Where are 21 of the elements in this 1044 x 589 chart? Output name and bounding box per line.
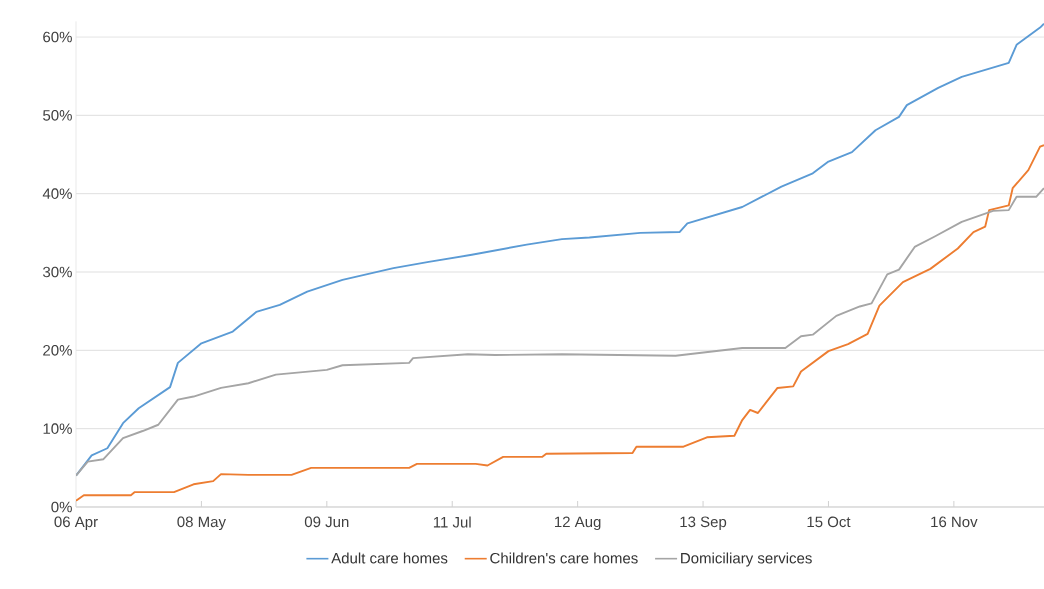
y-tick-label: 40% <box>42 188 72 199</box>
x-tick-label: 12 Aug <box>555 516 601 531</box>
x-tick-label: 08 May <box>177 516 226 531</box>
legend-label: Children's care homes <box>490 552 638 564</box>
x-tick-label: 16 Nov <box>931 516 978 528</box>
y-tick-label: 0% <box>51 501 72 513</box>
y-tick-label: 10% <box>43 423 72 434</box>
legend-label: Domiciliary services <box>681 552 812 567</box>
y-tick-label: 50% <box>43 110 72 121</box>
x-tick-label: 09 Jun <box>304 516 349 528</box>
y-tick-label: 20% <box>43 345 72 356</box>
line-series <box>76 187 1044 477</box>
x-tick-label: 11 Jul <box>433 516 471 528</box>
x-tick-label: 13 Sep <box>680 516 727 531</box>
legend-label: Adult care homes <box>331 552 448 564</box>
line-series <box>76 144 1044 502</box>
y-tick-label: 30% <box>43 266 72 278</box>
x-tick-label: 06 Apr <box>54 516 98 531</box>
line-series <box>76 22 1044 477</box>
y-tick-label: 60% <box>43 31 72 43</box>
x-tick-label: 15 Oct <box>807 516 851 528</box>
